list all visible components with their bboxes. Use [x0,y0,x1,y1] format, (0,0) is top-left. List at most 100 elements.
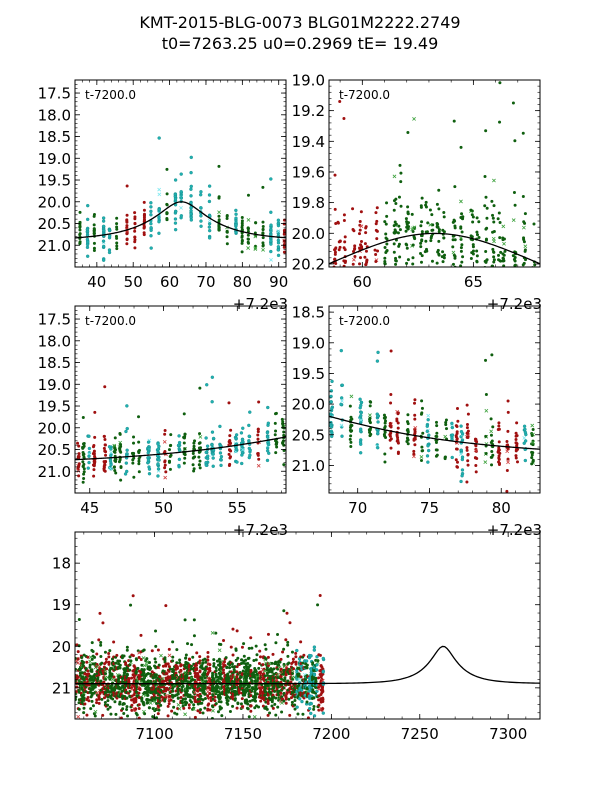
data-point-cyan [85,254,90,258]
data-point-red [103,438,107,442]
y-tick-label: 19 [52,596,71,614]
data-point-red [413,398,417,402]
data-point-green [278,660,282,664]
data-point-green [197,441,201,445]
data-point-cyan [309,701,314,706]
data-point-cyan [460,468,465,472]
data-point-red [338,239,342,243]
data-point-green [137,440,141,444]
data-point-green [93,714,97,718]
data-point-green [475,254,479,258]
data-point-green-cross [210,631,215,635]
data-point-red [97,673,101,677]
data-point-green [225,242,229,246]
data-point-green [122,671,126,675]
data-point-cyan [339,402,343,407]
data-point-green [128,663,132,667]
data-point-green [475,249,479,253]
data-point-red [279,667,283,671]
data-point-red [506,443,510,447]
data-point-green [219,643,223,647]
data-points [76,375,286,484]
data-point-red [101,713,105,717]
data-point-green [444,418,448,422]
data-point-red [95,652,99,656]
data-point-green [89,707,93,711]
data-point-cyan [149,226,153,230]
data-point-green [214,669,218,673]
data-point-cyan [101,244,106,249]
data-point-cyan [102,228,106,233]
data-point-green [530,462,534,466]
data-point-cyan [179,214,184,218]
data-point-cyan-cross [339,423,344,428]
data-point-green [261,231,265,235]
data-point-green [191,655,195,659]
data-point-green [471,215,475,219]
data-point-red [365,268,368,271]
data-point-cyan [266,405,270,410]
data-point-cyan [179,172,183,176]
data-point-green [90,699,94,703]
data-point-green [420,445,424,449]
data-point-green [420,196,424,200]
data-point-red [93,454,97,458]
data-point-green [212,677,216,681]
data-point-green [434,454,438,458]
data-point-cyan [376,350,380,355]
data-point-red [412,438,416,442]
data-point-green-cross [211,708,215,713]
data-point-cyan [276,253,281,258]
data-point-green [282,699,286,703]
data-point-green [283,677,287,681]
data-point-cyan [210,442,214,447]
data-point-green [224,656,228,660]
data-point-green [251,698,255,702]
data-point-red [343,240,347,244]
data-point-red [85,677,89,681]
data-point-green [248,676,252,680]
data-point-green [514,272,517,275]
data-point-red [258,671,262,675]
data-point-green [264,657,268,661]
data-point-red [213,699,217,703]
data-point-green [407,225,411,229]
model-curve [329,415,540,450]
data-point-red [396,421,400,425]
data-point-green [431,223,435,227]
data-point-red [388,421,392,425]
data-point-red [87,683,91,687]
data-point-green [312,696,316,700]
x-tick-label: 60 [160,273,179,291]
data-point-red [249,668,253,672]
data-point-red [104,657,108,661]
data-point-green [406,205,410,209]
data-point-green [392,242,396,246]
x-tick-label: 75 [420,499,439,517]
data-point-green [263,693,267,697]
data-point-red [179,696,183,700]
data-point-green [405,243,409,247]
data-point-cyan [205,383,209,387]
data-point-green [435,225,439,229]
data-point-green [314,677,318,681]
data-point-cyan [219,454,224,459]
data-point-cyan [146,458,151,462]
data-point-red [133,246,137,250]
data-point-cyan [204,463,208,467]
data-point-green [218,660,222,664]
data-point-green [134,670,138,674]
data-point-red [76,650,80,654]
data-point-red [365,258,369,262]
y-tick-label: 18.5 [38,128,71,146]
data-point-cyan [199,219,203,223]
data-point-red [374,211,378,215]
data-point-red [318,593,322,597]
data-point-cyan [269,210,273,215]
data-point-red [358,223,362,227]
data-point-red [332,272,335,275]
data-point-green [483,204,487,208]
data-point-red [266,632,270,636]
data-point-green [521,131,525,135]
